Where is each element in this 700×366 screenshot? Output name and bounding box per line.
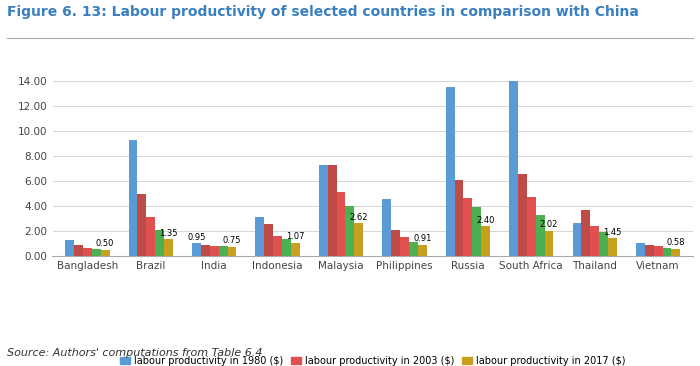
Bar: [129, 140, 137, 256]
Bar: [210, 246, 218, 256]
Bar: [382, 199, 391, 256]
Text: 1.07: 1.07: [286, 232, 304, 241]
Bar: [164, 239, 173, 256]
Bar: [645, 245, 654, 256]
Bar: [218, 246, 228, 256]
Bar: [545, 231, 554, 256]
Bar: [228, 247, 237, 256]
Bar: [354, 223, 363, 256]
Bar: [256, 217, 265, 256]
Bar: [282, 239, 291, 256]
Bar: [273, 236, 282, 256]
Bar: [582, 210, 590, 256]
Bar: [599, 232, 608, 256]
Bar: [201, 245, 210, 256]
Text: Source: Authors' computations from Table 6.4: Source: Authors' computations from Table…: [7, 348, 262, 358]
Bar: [391, 230, 400, 256]
Text: 0.91: 0.91: [413, 234, 431, 243]
Text: 0.58: 0.58: [666, 238, 685, 247]
Bar: [463, 198, 473, 256]
Bar: [608, 238, 617, 256]
Bar: [573, 223, 582, 256]
Bar: [473, 208, 481, 256]
Text: 0.75: 0.75: [223, 236, 241, 245]
Legend: labour productivity in 1980 ($), labour productivity in 1994 ($), labour product: labour productivity in 1980 ($), labour …: [120, 356, 625, 366]
Text: 0.95: 0.95: [188, 232, 206, 242]
Bar: [337, 193, 346, 256]
Bar: [155, 230, 164, 256]
Bar: [446, 87, 454, 256]
Bar: [83, 248, 92, 256]
Bar: [101, 250, 110, 256]
Bar: [318, 165, 328, 256]
Bar: [137, 194, 146, 256]
Bar: [518, 173, 527, 256]
Bar: [527, 197, 536, 256]
Bar: [590, 225, 599, 256]
Bar: [663, 248, 671, 256]
Bar: [265, 224, 273, 256]
Bar: [636, 243, 645, 256]
Bar: [146, 217, 155, 256]
Bar: [454, 180, 463, 256]
Bar: [671, 249, 680, 256]
Bar: [654, 246, 663, 256]
Text: 2.02: 2.02: [540, 220, 558, 229]
Bar: [481, 226, 490, 256]
Bar: [346, 206, 354, 256]
Text: 2.62: 2.62: [349, 213, 368, 222]
Bar: [192, 243, 201, 256]
Bar: [65, 240, 74, 256]
Text: 0.50: 0.50: [96, 239, 114, 249]
Bar: [409, 242, 418, 256]
Bar: [291, 243, 300, 256]
Bar: [328, 165, 337, 256]
Text: Figure 6. 13: Labour productivity of selected countries in comparison with China: Figure 6. 13: Labour productivity of sel…: [7, 5, 639, 19]
Bar: [92, 249, 101, 256]
Bar: [400, 238, 409, 256]
Bar: [536, 215, 545, 256]
Text: 2.40: 2.40: [477, 216, 495, 225]
Text: 1.45: 1.45: [603, 228, 622, 236]
Bar: [509, 81, 518, 256]
Bar: [418, 245, 427, 256]
Bar: [74, 245, 83, 256]
Text: 1.35: 1.35: [160, 229, 178, 238]
